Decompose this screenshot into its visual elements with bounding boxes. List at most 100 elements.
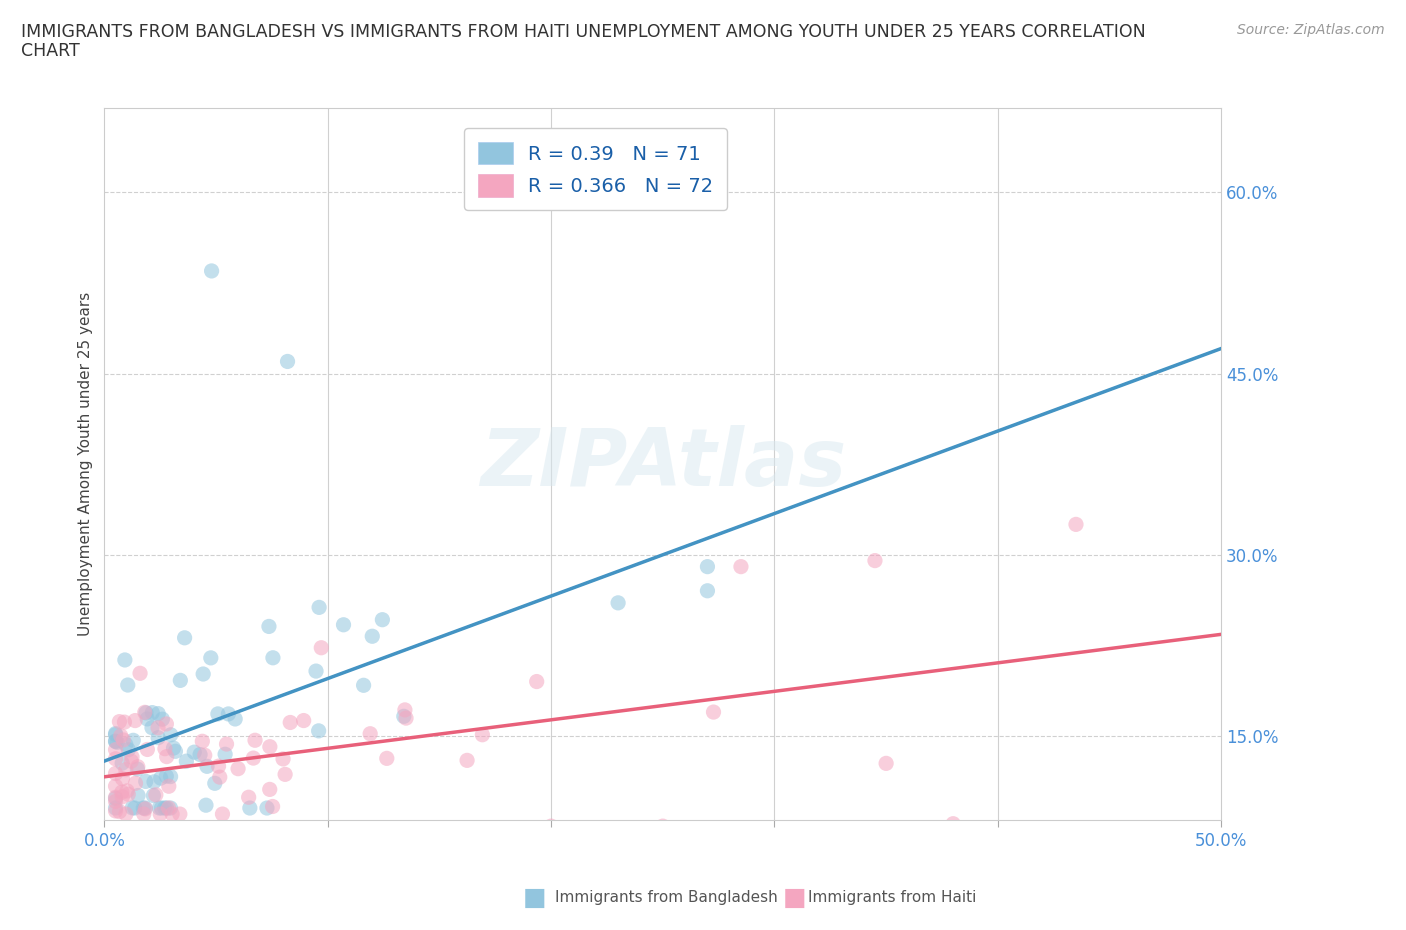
Point	[155, 769, 177, 784]
Point	[127, 759, 149, 774]
Point	[243, 733, 266, 748]
Point	[146, 721, 169, 736]
Point	[121, 801, 143, 816]
Point	[111, 790, 134, 804]
Point	[183, 745, 205, 760]
Point	[124, 776, 146, 790]
Point	[104, 726, 127, 741]
Point	[274, 767, 297, 782]
Point	[371, 612, 394, 627]
Point	[148, 706, 170, 721]
Point	[127, 762, 149, 777]
Point	[117, 787, 139, 802]
Point	[211, 806, 233, 821]
Point	[156, 750, 179, 764]
Point	[145, 788, 167, 803]
Point	[157, 801, 180, 816]
Point	[110, 728, 132, 743]
Point	[135, 706, 157, 721]
Point	[155, 716, 177, 731]
Point	[104, 790, 127, 804]
Point	[104, 801, 127, 816]
Point	[226, 762, 249, 777]
Text: Immigrants from Haiti: Immigrants from Haiti	[808, 890, 977, 905]
Point	[162, 740, 184, 755]
Point	[148, 801, 170, 816]
Point	[135, 774, 157, 789]
Point	[194, 748, 217, 763]
Text: CHART: CHART	[21, 42, 80, 60]
Point	[122, 733, 145, 748]
Point	[104, 778, 127, 793]
Point	[242, 751, 264, 765]
Point	[129, 666, 152, 681]
Point	[176, 753, 198, 768]
Point	[150, 801, 173, 816]
Point	[134, 705, 156, 720]
Point	[394, 702, 416, 717]
Point	[942, 817, 965, 831]
Point	[114, 737, 136, 752]
Text: IMMIGRANTS FROM BANGLADESH VS IMMIGRANTS FROM HAITI UNEMPLOYMENT AMONG YOUTH UND: IMMIGRANTS FROM BANGLADESH VS IMMIGRANTS…	[21, 23, 1146, 41]
Text: Immigrants from Bangladesh: Immigrants from Bangladesh	[555, 890, 778, 905]
Point	[111, 771, 134, 786]
Point	[259, 782, 281, 797]
Text: ■: ■	[783, 885, 806, 910]
Point	[277, 354, 299, 369]
Point	[105, 735, 128, 750]
Point	[115, 806, 138, 821]
Point	[114, 763, 136, 777]
Point	[112, 714, 135, 729]
Point	[124, 713, 146, 728]
Point	[271, 751, 294, 766]
Point	[149, 806, 172, 821]
Point	[108, 804, 131, 819]
Point	[730, 559, 752, 574]
Point	[141, 705, 163, 720]
Point	[104, 742, 127, 757]
Point	[607, 595, 630, 610]
Point	[142, 788, 165, 803]
Point	[471, 727, 494, 742]
Point	[169, 673, 191, 688]
Point	[104, 727, 127, 742]
Point	[702, 705, 724, 720]
Point	[353, 678, 375, 693]
Point	[207, 759, 229, 774]
Point	[238, 790, 260, 804]
Point	[136, 742, 159, 757]
Point	[207, 707, 229, 722]
Point	[127, 788, 149, 803]
Point	[651, 818, 673, 833]
Point	[146, 730, 169, 745]
Point	[292, 713, 315, 728]
Point	[108, 714, 131, 729]
Point	[217, 707, 239, 722]
Point	[104, 766, 127, 781]
Point	[204, 776, 226, 790]
Point	[696, 559, 718, 574]
Point	[115, 783, 138, 798]
Point	[165, 744, 187, 759]
Point	[456, 753, 478, 768]
Point	[863, 553, 886, 568]
Point	[195, 759, 218, 774]
Point	[111, 756, 134, 771]
Legend: R = 0.39   N = 71, R = 0.366   N = 72: R = 0.39 N = 71, R = 0.366 N = 72	[464, 128, 727, 210]
Point	[259, 739, 281, 754]
Point	[159, 769, 181, 784]
Point	[395, 711, 418, 725]
Point	[256, 801, 278, 816]
Point	[1064, 517, 1087, 532]
Point	[194, 798, 217, 813]
Point	[104, 734, 127, 749]
Point	[200, 263, 222, 278]
Point	[153, 741, 176, 756]
Point	[278, 715, 301, 730]
Point	[159, 727, 181, 742]
Point	[308, 724, 330, 738]
Point	[117, 742, 139, 757]
Point	[111, 785, 134, 800]
Point	[392, 709, 415, 724]
Point	[224, 711, 246, 726]
